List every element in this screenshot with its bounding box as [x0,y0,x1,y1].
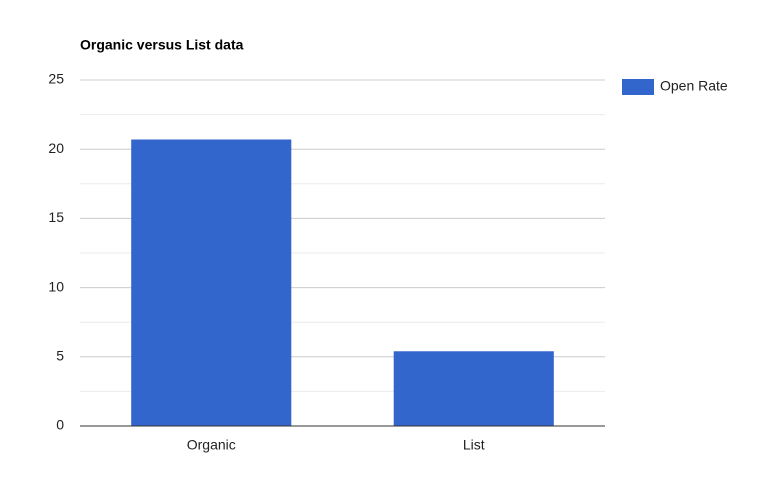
y-tick-label: 5 [56,348,64,364]
y-tick-label: 25 [48,71,64,87]
x-tick-label: List [463,437,485,453]
x-tick-label: Organic [187,437,236,453]
legend-label: Open Rate [660,78,728,94]
chart-title: Organic versus List data [80,37,244,53]
y-tick-label: 20 [48,140,64,156]
y-tick-label: 0 [56,417,64,433]
y-tick-label: 15 [48,209,64,225]
legend-swatch [622,79,654,95]
y-tick-label: 10 [48,278,64,294]
bar [131,139,292,426]
bar [393,351,554,426]
